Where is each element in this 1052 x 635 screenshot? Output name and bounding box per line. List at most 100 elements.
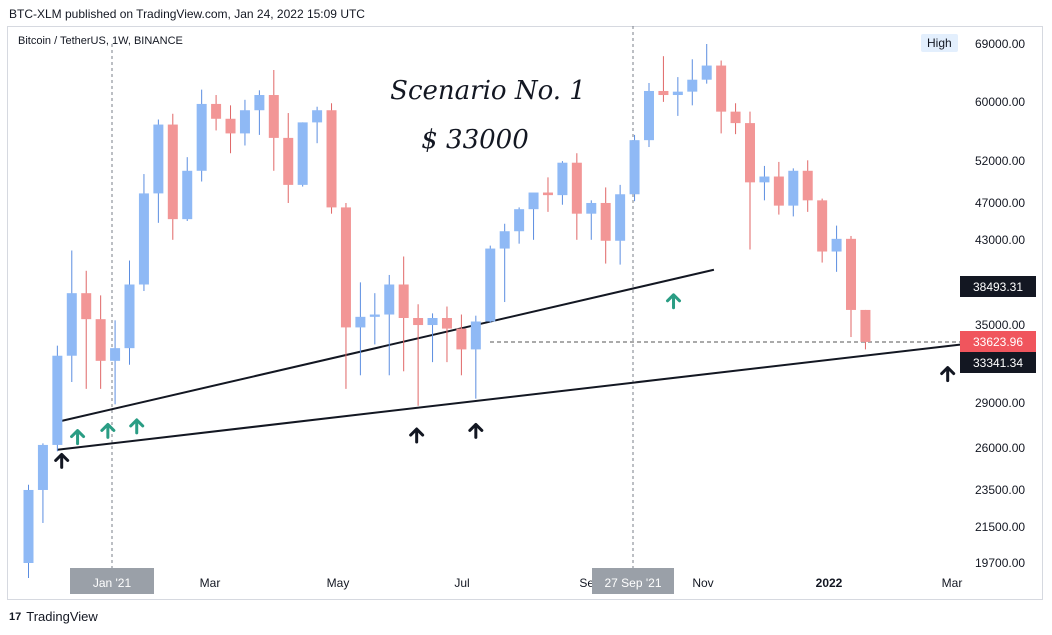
price-label-bg	[960, 276, 1036, 297]
trendline-1	[57, 268, 715, 423]
candle-body	[326, 110, 337, 208]
x-tick-label: May	[327, 576, 350, 590]
candle-body	[629, 140, 640, 195]
candle-body	[254, 95, 265, 111]
up-arrow-icon	[940, 366, 956, 383]
y-tick-label: 21500.00	[975, 520, 1025, 534]
y-tick-label: 23500.00	[975, 483, 1025, 497]
arrows	[54, 293, 956, 469]
y-tick-label: 35000.00	[975, 318, 1025, 332]
candle-body	[239, 110, 250, 134]
up-arrow-icon	[468, 422, 484, 439]
y-tick-label: 26000.00	[975, 441, 1025, 455]
x-tick-label: 2022	[816, 576, 843, 590]
y-tick-label: 19700.00	[975, 556, 1025, 570]
up-arrow-icon	[70, 429, 86, 446]
candle-body	[52, 355, 63, 445]
high-badge[interactable]: High	[921, 34, 958, 52]
candle-body	[124, 284, 135, 349]
candle-body	[802, 170, 813, 201]
crosshair-time-text-2: 27 Sep '21	[604, 576, 661, 590]
price-label-bg	[960, 331, 1036, 352]
candle-body	[615, 194, 626, 241]
tradingview-watermark: 17 TradingView	[9, 609, 98, 624]
candle-body	[701, 65, 712, 80]
price-labels: 38493.31 33623.96 33341.34	[960, 276, 1036, 373]
candle-body	[153, 124, 164, 194]
candle-body	[196, 103, 207, 171]
candle-body	[95, 319, 106, 361]
candle-body	[745, 123, 755, 183]
candle-body	[716, 65, 727, 112]
y-tick-label: 69000.00	[975, 37, 1025, 51]
symbol-title[interactable]: Bitcoin / TetherUS, 1W, BINANCE	[18, 35, 183, 47]
y-tick-label: 43000.00	[975, 233, 1025, 247]
candle-body	[413, 317, 424, 326]
candle-body	[441, 317, 452, 329]
candle-body	[283, 137, 294, 185]
candle-body	[643, 90, 654, 141]
candle-body	[110, 348, 121, 361]
annotations: Scenario No. 1 $ 33000	[390, 76, 586, 155]
candles	[23, 44, 871, 578]
time-axis: 2021Jan '21MarMayJulSep27 Sep '21Nov2022…	[70, 568, 962, 594]
candle-body	[788, 170, 799, 206]
up-arrow-icon	[666, 293, 682, 310]
price-label-text: 33341.34	[973, 356, 1023, 370]
candle-body	[23, 489, 34, 563]
candle-body	[759, 176, 770, 183]
candle-body	[846, 238, 857, 310]
up-arrow-icon	[129, 418, 145, 435]
trendline-2	[57, 340, 989, 451]
candle-body	[225, 118, 236, 134]
candle-body	[398, 284, 409, 318]
up-arrow-icon	[409, 427, 425, 444]
candle-body	[167, 124, 178, 220]
candle-body	[37, 444, 48, 490]
x-tick-label: Nov	[692, 576, 713, 590]
candle-body	[687, 79, 698, 92]
annotation-text: Scenario No. 1	[390, 76, 586, 106]
tradingview-logo-icon: 17	[9, 610, 22, 623]
candle-body	[297, 122, 308, 185]
candle-body	[138, 193, 149, 285]
candle-body	[557, 162, 568, 196]
candle-body	[817, 200, 828, 252]
candle-body	[312, 110, 323, 123]
candle-body	[81, 293, 92, 320]
up-arrow-icon	[54, 452, 70, 469]
y-tick-label: 60000.00	[975, 95, 1025, 109]
x-tick-label: Mar	[942, 576, 963, 590]
y-tick-label: 29000.00	[975, 396, 1025, 410]
candle-body	[211, 103, 222, 119]
crosshair-time-badge-1	[70, 568, 154, 594]
candle-body	[66, 293, 77, 356]
price-label-bg	[960, 352, 1036, 373]
candle-body	[384, 284, 395, 315]
candle-body	[499, 231, 510, 249]
candle-body	[528, 192, 539, 210]
candle-body	[831, 238, 842, 252]
crosshair-lines	[111, 26, 960, 570]
candle-body	[773, 176, 784, 206]
candle-body	[571, 162, 582, 214]
trendlines	[57, 268, 989, 451]
candle-body	[369, 314, 380, 317]
candle-body	[658, 90, 669, 96]
x-tick-label: Mar	[200, 576, 221, 590]
candle-body	[586, 202, 597, 214]
candle-body	[182, 170, 193, 220]
price-label-text: 33623.96	[973, 335, 1023, 349]
chart-frame	[7, 26, 1043, 600]
y-tick-label: 47000.00	[975, 196, 1025, 210]
candle-body	[268, 95, 279, 138]
price-axis: 69000.00 60000.00 52000.00 47000.00 43000.00…	[975, 37, 1025, 570]
candle-body	[340, 207, 351, 328]
candle-body	[355, 316, 366, 328]
candle-body	[672, 91, 683, 96]
crosshair-time-badge-2	[592, 568, 674, 594]
candle-body	[470, 321, 481, 350]
price-label-text: 38493.31	[973, 280, 1023, 294]
published-line: BTC-XLM published on TradingView.com, Ja…	[9, 7, 365, 21]
